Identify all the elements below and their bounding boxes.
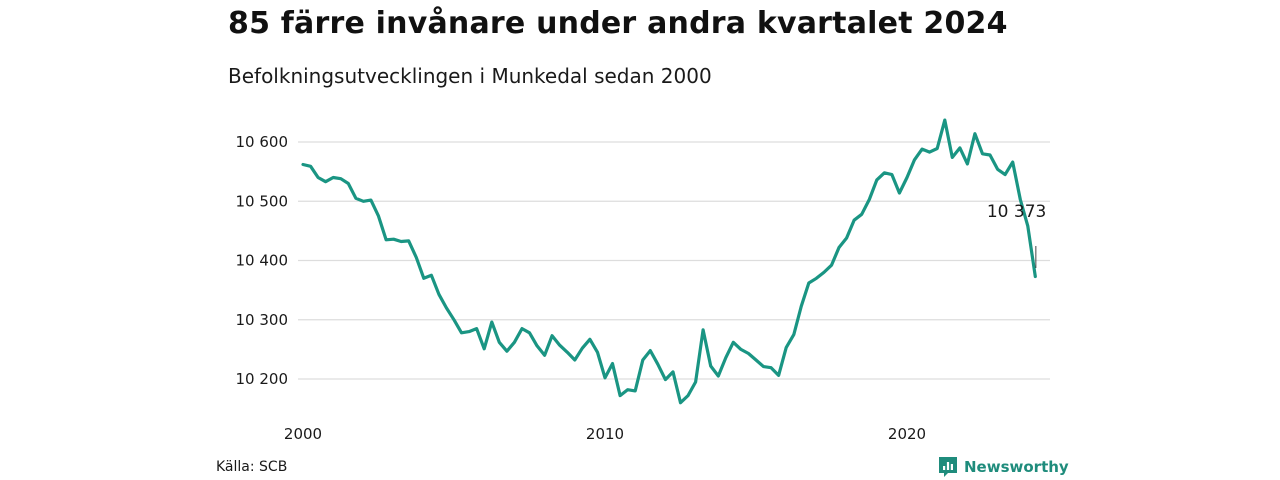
x-tick-label: 2020 (888, 425, 926, 443)
chart-subtitle: Befolkningsutvecklingen i Munkedal sedan… (228, 64, 712, 88)
end-value-label: 10 373 (987, 202, 1046, 222)
chart-gridlines (298, 141, 1050, 380)
y-tick-label: 10 400 (236, 252, 289, 270)
y-tick-label: 10 200 (236, 370, 289, 388)
brand-logo[interactable]: Newsworthy (938, 456, 1069, 478)
y-tick-label: 10 300 (236, 311, 289, 329)
chart-series (301, 118, 1037, 405)
newsworthy-logo-icon (939, 457, 957, 477)
chart-title: 85 färre invånare under andra kvartalet … (228, 6, 1008, 41)
y-tick-label: 10 600 (236, 133, 289, 151)
series-line (301, 118, 1037, 405)
chart-annotations: 10 373 (987, 202, 1046, 268)
y-tick-label: 10 500 (236, 192, 289, 210)
source-note: Källa: SCB (216, 459, 288, 475)
x-tick-label: 2000 (284, 425, 322, 443)
x-tick-label: 2010 (586, 425, 624, 443)
brand-name: Newsworthy (964, 458, 1069, 476)
x-axis-tick-labels: 2000 2010 2020 (284, 425, 926, 443)
y-axis-tick-labels: 10 200 10 300 10 400 10 500 10 600 (236, 133, 289, 388)
